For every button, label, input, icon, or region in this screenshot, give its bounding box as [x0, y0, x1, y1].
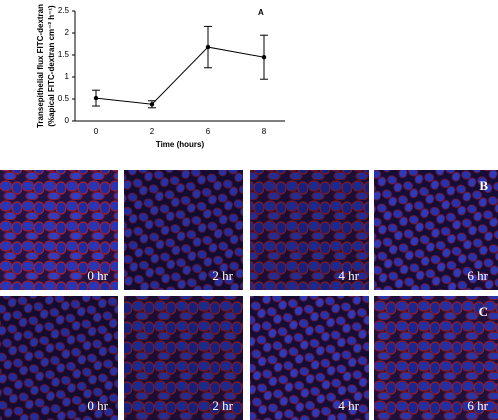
- micrograph-shade: [0, 170, 118, 290]
- x-tick-label: 2: [150, 127, 155, 136]
- micrograph: [250, 296, 369, 420]
- time-caption: 4 hr: [338, 398, 359, 413]
- micrograph: [374, 170, 498, 290]
- micrograph-shade: [124, 296, 243, 420]
- time-caption: 2 hr: [212, 268, 233, 283]
- micrograph: [124, 296, 243, 420]
- data-line: [95, 46, 265, 105]
- micrograph-shade: [374, 296, 498, 420]
- y-tick-label: 2: [65, 28, 70, 37]
- y-tick-label: 1: [65, 72, 70, 81]
- panel-label: A: [258, 8, 264, 17]
- x-tick-label: 8: [262, 127, 267, 136]
- data-point: [149, 102, 155, 107]
- data-point: [261, 55, 267, 60]
- micrograph-shade: [250, 170, 369, 290]
- x-tick-label: 6: [206, 127, 211, 136]
- time-caption: 6 hr: [467, 398, 488, 413]
- micrograph-shade: [124, 170, 243, 290]
- time-caption: 0 hr: [87, 268, 108, 283]
- data-point: [205, 44, 211, 50]
- y-tick-label: 2.5: [58, 6, 70, 15]
- micrograph: [124, 170, 243, 290]
- micrograph-shade: [374, 170, 498, 290]
- micrograph-shade: [0, 296, 118, 420]
- time-caption: 0 hr: [87, 398, 108, 413]
- time-caption: 6 hr: [467, 268, 488, 283]
- x-tick-label: 0: [94, 127, 99, 136]
- time-caption: 4 hr: [338, 268, 359, 283]
- image-panels: 0 hr 2 hr 4 hr 6 hr B 0 hr 2 hr 4 hr 6 hr C: [0, 170, 498, 420]
- y-axis-label: (%apical FITC-dextran cm⁻² h⁻¹): [47, 5, 56, 127]
- data-point: [93, 95, 99, 101]
- micrograph-shade: [250, 296, 369, 420]
- line-chart: 0 0.5 1 1.5 2 2.5 0 2 6 8 Time (hours) Transepithel…: [36, 4, 285, 149]
- x-axis-label: Time (hours): [156, 140, 205, 149]
- time-caption: 2 hr: [212, 398, 233, 413]
- y-tick-label: 1.5: [58, 50, 70, 59]
- y-tick-label: 0.5: [58, 94, 70, 103]
- micrograph: [374, 296, 498, 420]
- y-tick-label: 0: [65, 116, 70, 125]
- micrograph: [0, 296, 118, 420]
- micrograph: [0, 170, 118, 290]
- panel-label: C: [479, 304, 488, 319]
- micrograph: [250, 170, 369, 290]
- panel-label: B: [479, 178, 488, 193]
- y-axis-label: Transepithelial flux FITC-dextran: [36, 4, 45, 128]
